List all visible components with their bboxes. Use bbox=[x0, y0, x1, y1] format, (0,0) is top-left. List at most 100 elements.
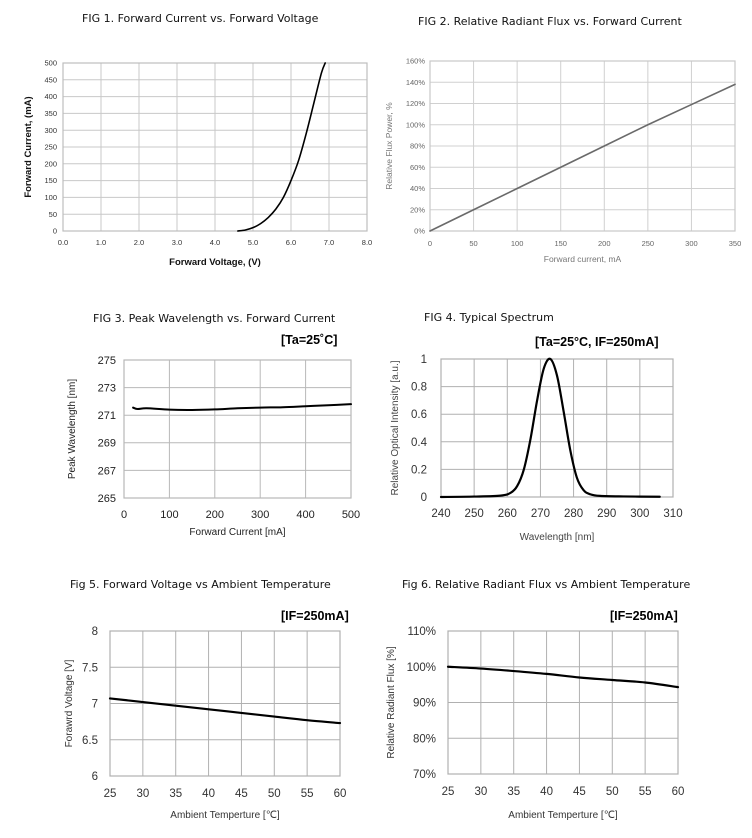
fig2-xtick-label: 150 bbox=[554, 239, 567, 248]
fig5-chart: Fig 5. Forward Voltage vs Ambient Temper… bbox=[0, 570, 376, 838]
fig6-ytick-label: 70% bbox=[413, 769, 436, 781]
fig3-condition: [Ta=25˚C] bbox=[281, 333, 338, 347]
fig3-xtick-label: 200 bbox=[206, 509, 224, 521]
fig5-xtick-label: 55 bbox=[301, 788, 314, 800]
fig4-ytick-label: 1 bbox=[421, 354, 427, 366]
fig1-ytick-label: 350 bbox=[44, 109, 57, 118]
fig5-xtick-label: 60 bbox=[334, 788, 347, 800]
fig6-xtick-label: 25 bbox=[442, 786, 455, 798]
fig2-ytick-label: 80% bbox=[410, 142, 425, 151]
fig2-ytick-label: 0% bbox=[414, 227, 425, 236]
fig6-xtick-label: 30 bbox=[474, 786, 487, 798]
fig1-xtick-label: 5.0 bbox=[248, 238, 258, 247]
fig6-xtick-label: 50 bbox=[606, 786, 619, 798]
fig3-title: FIG 3. Peak Wavelength vs. Forward Curre… bbox=[93, 312, 336, 325]
fig4-xtick-label: 300 bbox=[630, 508, 649, 520]
fig1-ytick-label: 500 bbox=[44, 59, 57, 68]
fig5-plot: 25 30 35 40 45 50 55 60 6 6.5 7 7.5 8 Ambient Tempert… bbox=[64, 626, 347, 821]
fig3-xtick-label: 100 bbox=[160, 509, 178, 521]
fig1-ytick-label: 150 bbox=[44, 176, 57, 185]
fig6-ytick-label: 80% bbox=[413, 733, 436, 745]
fig1-title: FIG 1. Forward Current vs. Forward Volta… bbox=[82, 12, 319, 25]
fig2-ytick-label: 140% bbox=[406, 78, 426, 87]
fig3-plot-frame bbox=[123, 359, 352, 499]
fig1-y-axis-label: Forward Current, (mA) bbox=[23, 96, 34, 197]
fig1-xtick-label: 4.0 bbox=[210, 238, 220, 247]
fig5-condition: [IF=250mA] bbox=[281, 609, 349, 623]
fig5-series-line bbox=[108, 697, 342, 725]
fig4-xtick-label: 310 bbox=[663, 508, 682, 520]
fig2-ytick-label: 60% bbox=[410, 163, 425, 172]
fig1-plot: 0.0 1.0 2.0 3.0 4.0 5.0 6.0 7.0 8.0 0 50 100 150 200 2… bbox=[23, 59, 372, 268]
fig4-ytick-label: 0 bbox=[421, 492, 427, 504]
fig2-plot: 0 50 100 150 200 250 300 350 0% 20% 40% 60% 80% 100% 1… bbox=[384, 57, 742, 264]
fig1-xtick-label: 2.0 bbox=[134, 238, 144, 247]
fig5-ytick-label: 7.5 bbox=[82, 662, 98, 674]
fig1-ytick-label: 300 bbox=[44, 126, 57, 135]
fig2-xtick-label: 300 bbox=[685, 239, 698, 248]
fig3-ytick-label: 275 bbox=[98, 355, 116, 367]
fig2-ytick-label: 100% bbox=[406, 120, 426, 129]
fig3-series-line bbox=[132, 403, 352, 411]
fig6-xtick-label: 35 bbox=[507, 786, 520, 798]
fig3-ytick-label: 269 bbox=[98, 438, 116, 450]
fig4-y-axis-label: Relative Optical Intensity [a.u.] bbox=[390, 360, 401, 495]
fig6-y-axis-label: Relative Radiant Flux [%] bbox=[386, 646, 397, 758]
fig4-xtick-label: 270 bbox=[531, 508, 550, 520]
fig6-condition: [IF=250mA] bbox=[610, 609, 678, 623]
fig6-xtick-label: 60 bbox=[672, 786, 685, 798]
fig5-xtick-label: 30 bbox=[136, 788, 149, 800]
fig6-series-line bbox=[446, 665, 680, 689]
fig2-x-axis-label: Forward current, mA bbox=[544, 254, 622, 264]
fig5-x-axis-label: Ambient Temperture [℃] bbox=[170, 810, 280, 821]
fig3-xtick-label: 400 bbox=[296, 509, 314, 521]
fig1-xtick-label: 0.0 bbox=[58, 238, 68, 247]
fig6-ytick-label: 100% bbox=[407, 662, 436, 674]
fig1-xtick-label: 3.0 bbox=[172, 238, 182, 247]
fig4-title: FIG 4. Typical Spectrum bbox=[424, 311, 554, 324]
fig5-xtick-label: 25 bbox=[104, 788, 117, 800]
fig4-xtick-label: 250 bbox=[465, 508, 484, 520]
fig1-plot-frame bbox=[62, 62, 368, 232]
fig4-xtick-label: 240 bbox=[431, 508, 450, 520]
fig2-ytick-label: 160% bbox=[406, 57, 426, 66]
fig6-plot-frame bbox=[447, 630, 679, 775]
fig6-plot: 25 30 35 40 45 50 55 60 70% 80% 90% 100% 110% Ambient… bbox=[386, 626, 685, 821]
fig6-xtick-label: 45 bbox=[573, 786, 586, 798]
fig1-ytick-label: 400 bbox=[44, 92, 57, 101]
fig3-xtick-label: 300 bbox=[251, 509, 269, 521]
fig4-ytick-label: 0.2 bbox=[411, 464, 427, 476]
fig2-chart: FIG 2. Relative Radiant Flux vs. Forward… bbox=[376, 0, 752, 280]
fig5-ytick-label: 8 bbox=[92, 626, 98, 638]
fig1-xtick-label: 8.0 bbox=[362, 238, 372, 247]
fig2-xtick-label: 250 bbox=[642, 239, 655, 248]
fig2-xtick-label: 200 bbox=[598, 239, 611, 248]
fig4-condition: [Ta=25°C, IF=250mA] bbox=[535, 335, 659, 349]
fig4-xtick-label: 290 bbox=[597, 508, 616, 520]
fig2-title: FIG 2. Relative Radiant Flux vs. Forward… bbox=[418, 15, 682, 28]
fig2-xtick-label: 0 bbox=[428, 239, 432, 248]
fig2-ytick-label: 20% bbox=[410, 205, 425, 214]
fig6-x-axis-label: Ambient Temperture [℃] bbox=[508, 810, 618, 821]
fig5-xtick-label: 35 bbox=[169, 788, 182, 800]
fig2-xtick-label: 350 bbox=[729, 239, 742, 248]
fig1-series-line bbox=[237, 62, 326, 232]
fig1-ytick-label: 200 bbox=[44, 159, 57, 168]
fig3-ytick-label: 265 bbox=[98, 493, 116, 505]
fig1-ytick-label: 250 bbox=[44, 143, 57, 152]
fig4-series-line bbox=[439, 357, 661, 499]
fig5-ytick-label: 7 bbox=[92, 699, 98, 711]
fig1-ytick-label: 450 bbox=[44, 75, 57, 84]
fig6-title: Fig 6. Relative Radiant Flux vs Ambient … bbox=[402, 578, 691, 591]
fig5-xtick-label: 50 bbox=[268, 788, 281, 800]
fig2-xtick-label: 100 bbox=[511, 239, 524, 248]
fig5-ytick-label: 6 bbox=[92, 771, 98, 783]
fig6-xtick-label: 40 bbox=[540, 786, 553, 798]
fig6-ytick-label: 110% bbox=[407, 626, 436, 638]
fig2-ytick-label: 120% bbox=[406, 99, 426, 108]
fig1-xtick-label: 7.0 bbox=[324, 238, 334, 247]
fig2-series-line bbox=[429, 83, 736, 232]
fig1-x-axis-label: Forward Voltage, (V) bbox=[169, 257, 261, 268]
fig4-xtick-label: 280 bbox=[564, 508, 583, 520]
fig4-ytick-label: 0.4 bbox=[411, 437, 428, 449]
